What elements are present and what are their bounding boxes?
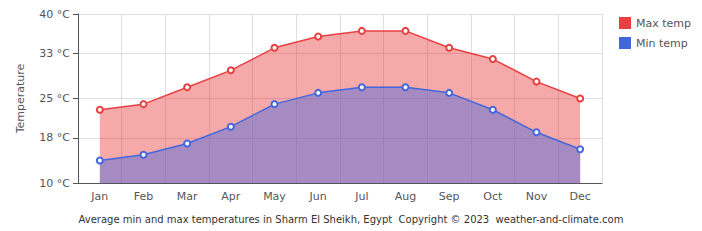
svg-text:May: May [263, 190, 286, 203]
svg-text:Feb: Feb [134, 190, 153, 203]
svg-text:Apr: Apr [221, 190, 241, 203]
svg-text:Jun: Jun [309, 190, 327, 203]
svg-text:Temperature: Temperature [14, 63, 27, 134]
svg-text:25 °C: 25 °C [39, 92, 70, 105]
svg-text:10 °C: 10 °C [39, 177, 70, 190]
svg-text:Mar: Mar [177, 190, 198, 203]
svg-text:Nov: Nov [526, 190, 548, 203]
svg-text:Jul: Jul [354, 190, 368, 203]
svg-text:Average min and max temperatur: Average min and max temperatures in Shar… [79, 214, 624, 225]
svg-text:33 °C: 33 °C [39, 47, 70, 60]
svg-text:Oct: Oct [483, 190, 503, 203]
svg-text:Max temp: Max temp [636, 17, 691, 30]
svg-text:Aug: Aug [395, 190, 416, 203]
svg-text:Min temp: Min temp [636, 37, 688, 50]
svg-text:Jan: Jan [90, 190, 108, 203]
svg-text:18 °C: 18 °C [39, 131, 70, 144]
svg-text:40 °C: 40 °C [39, 8, 70, 21]
svg-text:Dec: Dec [570, 190, 591, 203]
svg-text:Sep: Sep [439, 190, 460, 203]
